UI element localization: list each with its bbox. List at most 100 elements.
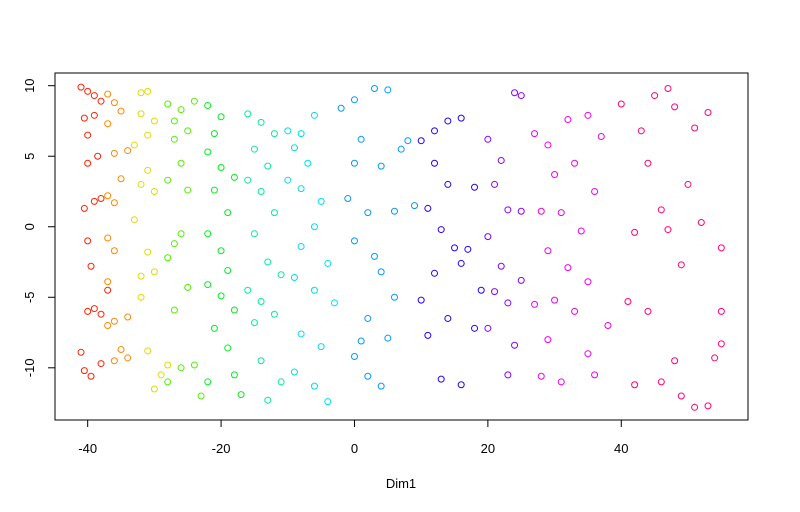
point — [617, 100, 625, 108]
point — [604, 321, 612, 329]
point — [270, 130, 278, 138]
point — [431, 269, 439, 277]
point — [437, 375, 445, 383]
point — [491, 288, 499, 296]
point — [417, 296, 425, 304]
point — [497, 262, 505, 270]
point — [537, 372, 545, 380]
point — [717, 340, 725, 348]
point — [671, 357, 679, 365]
point — [150, 187, 158, 195]
point — [297, 243, 305, 250]
point — [150, 268, 158, 276]
point — [624, 298, 632, 306]
point — [677, 261, 685, 269]
point — [217, 113, 225, 121]
point — [451, 244, 459, 252]
point — [390, 207, 398, 215]
plot-frame — [54, 72, 749, 421]
point — [137, 89, 145, 97]
point — [90, 197, 98, 205]
point — [457, 381, 465, 389]
point — [444, 314, 452, 322]
point — [277, 271, 285, 279]
point — [357, 135, 365, 143]
point — [350, 237, 358, 245]
point — [310, 223, 318, 231]
point — [84, 159, 92, 167]
point — [457, 114, 465, 122]
point — [517, 92, 525, 100]
point — [417, 137, 425, 145]
point — [87, 372, 95, 380]
point — [270, 209, 278, 217]
point — [104, 234, 112, 242]
point — [350, 353, 358, 361]
point — [684, 180, 692, 188]
point — [204, 148, 212, 156]
point — [350, 159, 358, 167]
point — [310, 286, 318, 294]
point — [257, 118, 265, 126]
point — [244, 176, 252, 184]
point — [671, 103, 679, 111]
point — [657, 206, 665, 214]
point — [337, 104, 345, 112]
point — [297, 130, 305, 138]
point — [157, 371, 165, 379]
point — [370, 85, 378, 93]
point — [511, 89, 519, 97]
point — [571, 159, 579, 167]
point — [104, 278, 112, 286]
point — [504, 299, 512, 307]
point — [390, 293, 398, 301]
point — [270, 310, 278, 318]
point — [711, 354, 719, 362]
point — [217, 247, 225, 255]
point — [577, 227, 585, 235]
point — [377, 162, 385, 170]
y-tick-label: 10 — [22, 78, 37, 92]
point — [517, 207, 525, 215]
point — [90, 305, 98, 313]
point — [84, 237, 92, 245]
point — [704, 402, 712, 410]
y-tick-label: 5 — [22, 153, 37, 160]
point — [257, 187, 265, 195]
point — [551, 296, 559, 304]
point — [204, 281, 212, 289]
point — [544, 141, 552, 149]
point — [204, 230, 212, 238]
point — [697, 219, 705, 227]
point — [90, 92, 98, 100]
point — [204, 101, 212, 109]
point — [177, 230, 185, 238]
point — [511, 341, 519, 349]
point — [177, 364, 185, 372]
point — [104, 192, 112, 200]
point — [564, 116, 572, 124]
point — [104, 90, 112, 98]
point — [110, 317, 118, 325]
point — [384, 334, 392, 342]
point — [80, 204, 88, 212]
point — [104, 321, 112, 329]
point — [117, 345, 125, 353]
point — [564, 264, 572, 272]
point — [444, 180, 452, 188]
point — [257, 298, 265, 306]
point — [264, 162, 272, 170]
point — [411, 202, 419, 210]
point — [117, 175, 125, 183]
point — [471, 183, 479, 191]
point — [384, 86, 392, 94]
point — [437, 226, 445, 234]
point — [90, 111, 98, 119]
point — [144, 347, 152, 355]
point — [364, 209, 372, 217]
point — [177, 159, 185, 167]
point — [87, 262, 95, 270]
point — [137, 180, 145, 188]
point — [210, 324, 218, 332]
